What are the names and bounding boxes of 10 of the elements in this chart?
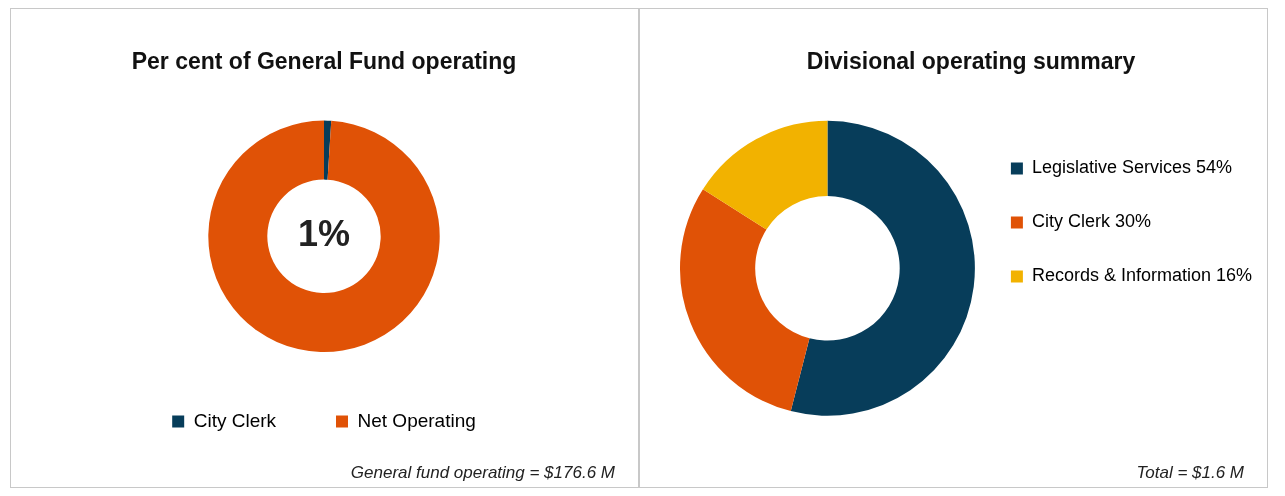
legend-label: Legislative Services 54% bbox=[1031, 157, 1232, 178]
data-label: 1% bbox=[297, 213, 351, 255]
text: General fund operating = $176.6 M bbox=[350, 463, 616, 483]
chart-title: Divisional operating summary bbox=[806, 48, 1136, 75]
chart-title: Per cent of General Fund operating bbox=[131, 48, 517, 75]
legend-label: Records & Information 16% bbox=[1031, 265, 1252, 286]
legend-label: City Clerk bbox=[193, 409, 277, 431]
legend-label: Net Operating bbox=[357, 409, 476, 431]
text: Total = $1.6 M bbox=[1136, 463, 1245, 483]
legend-label: City Clerk 30% bbox=[1031, 211, 1151, 232]
